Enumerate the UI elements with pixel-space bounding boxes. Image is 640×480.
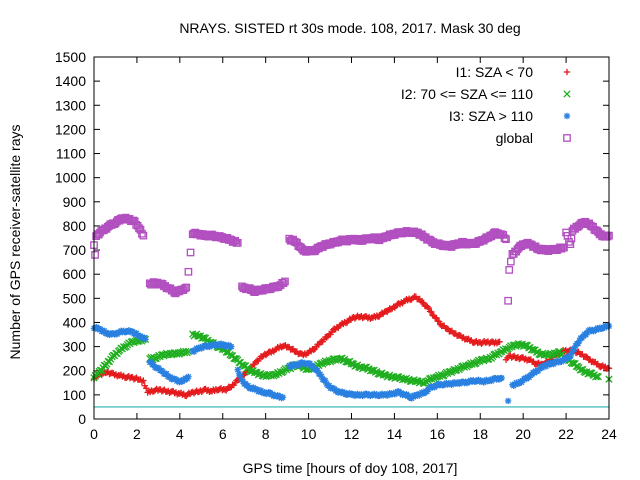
series-layer <box>90 213 613 405</box>
data-point <box>506 257 515 266</box>
legend-label: global <box>496 130 533 146</box>
data-point <box>443 325 450 332</box>
y-tick-label: 700 <box>63 242 87 258</box>
data-point <box>502 235 510 244</box>
y-tick-label: 1500 <box>55 49 86 65</box>
legend-marker <box>563 90 571 98</box>
data-point <box>504 397 512 405</box>
data-point <box>566 240 575 249</box>
y-tick-label: 600 <box>63 266 87 282</box>
data-point <box>281 277 289 286</box>
plot-frame <box>93 56 610 420</box>
y-tick-label: 100 <box>63 387 87 403</box>
legend: I1: SZA < 70 I2: 70 <= SZA <= 110 I3: SZA … <box>401 64 571 146</box>
data-point <box>185 373 192 380</box>
x-axis-label: GPS time [hours of doy 108, 2017] <box>243 460 458 476</box>
y-tick-label: 300 <box>63 339 87 355</box>
series-4 <box>90 213 613 305</box>
x-tick-label: 10 <box>301 426 317 442</box>
data-point <box>140 377 147 384</box>
data-point <box>199 334 207 342</box>
data-point <box>325 382 333 389</box>
data-point <box>576 366 584 374</box>
y-tick-label: 0 <box>78 411 86 427</box>
x-tick-label: 12 <box>344 426 360 442</box>
data-point <box>428 308 435 316</box>
data-point <box>142 336 149 343</box>
data-point <box>184 267 193 276</box>
data-point <box>186 248 195 257</box>
data-point <box>230 354 238 363</box>
legend-label: I2: 70 <= SZA <= 110 <box>401 86 533 102</box>
y-axis-label: Number of GPS receiver-satellite rays <box>7 125 23 360</box>
y-tick-label: 500 <box>63 290 87 306</box>
data-point <box>408 296 415 303</box>
data-point <box>138 229 146 238</box>
y-tick-label: 1300 <box>55 97 86 113</box>
y-tick-label: 800 <box>63 218 87 234</box>
data-point <box>279 394 287 401</box>
legend-label: I1: SZA < 70 <box>456 64 534 80</box>
chart-title: NRAYS. SISTED rt 30s mode. 108, 2017. Ma… <box>179 20 520 36</box>
data-point <box>420 299 427 307</box>
y-tick-label: 1400 <box>55 73 86 89</box>
series-1 <box>90 293 613 400</box>
data-point <box>138 378 146 386</box>
data-point <box>424 303 431 310</box>
y-tick-label: 1100 <box>56 146 86 162</box>
x-tick-label: 4 <box>176 426 184 442</box>
data-point <box>323 334 330 341</box>
x-tick-label: 0 <box>90 426 98 442</box>
data-point <box>500 234 509 242</box>
data-point <box>567 234 576 243</box>
data-point <box>182 283 191 292</box>
data-point <box>139 231 148 240</box>
x-tick-label: 14 <box>387 426 403 442</box>
x-tick-label: 18 <box>472 426 488 442</box>
data-point <box>222 348 230 356</box>
data-point <box>194 332 202 340</box>
data-point <box>603 232 612 241</box>
data-point <box>583 353 590 360</box>
legend-marker <box>563 68 571 76</box>
x-tick-label: 16 <box>430 426 446 442</box>
x-tick-label: 2 <box>133 426 141 442</box>
data-point <box>435 318 443 325</box>
x-tick-label: 24 <box>601 426 617 442</box>
tick-layer: 0 2 4 6 8 10 12 14 16 18 20 22 240100200300400500600… <box>55 49 617 442</box>
data-point <box>180 284 189 293</box>
data-point <box>498 374 505 382</box>
data-point <box>310 346 317 354</box>
x-tick-label: 20 <box>515 426 531 442</box>
data-point <box>228 343 235 350</box>
data-point <box>347 360 355 368</box>
data-point <box>505 266 514 274</box>
x-tick-label: 6 <box>219 426 227 442</box>
y-tick-label: 400 <box>63 314 87 330</box>
data-point <box>233 238 242 247</box>
data-point <box>504 296 512 305</box>
data-point <box>425 304 432 312</box>
y-tick-label: 1200 <box>55 121 86 137</box>
data-point <box>594 373 602 381</box>
series-3 <box>90 322 613 405</box>
data-point <box>91 251 99 259</box>
x-tick-label: 22 <box>558 426 574 442</box>
legend-marker <box>563 134 571 142</box>
legend-marker <box>563 112 571 120</box>
y-tick-label: 1000 <box>55 170 86 186</box>
y-tick-label: 200 <box>63 363 87 379</box>
data-point <box>496 338 503 345</box>
data-point <box>279 279 288 288</box>
x-tick-label: 8 <box>262 426 270 442</box>
data-point <box>433 314 440 322</box>
data-point <box>409 294 417 302</box>
y-tick-label: 900 <box>63 194 87 210</box>
data-point <box>343 358 351 366</box>
legend-label: I3: SZA > 110 <box>449 108 533 124</box>
